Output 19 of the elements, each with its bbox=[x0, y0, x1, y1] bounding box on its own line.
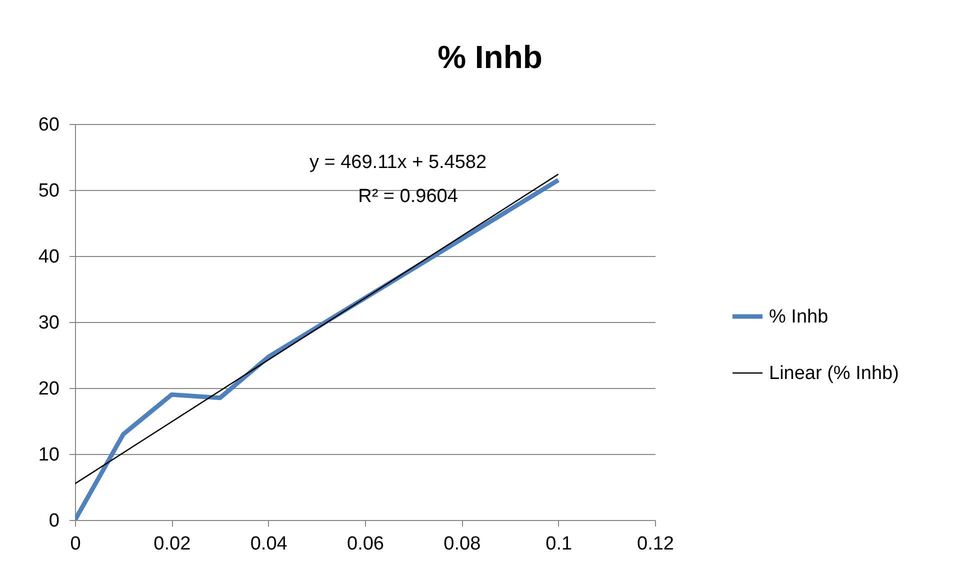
y-tick-label: 10 bbox=[38, 444, 60, 466]
x-tick-label: 0.06 bbox=[347, 534, 384, 554]
y-tick-label: 0 bbox=[48, 510, 60, 532]
annotation: R² = 0.9604 bbox=[358, 186, 458, 207]
chart-title: % Inhb bbox=[438, 39, 542, 75]
x-tick-label: 0.04 bbox=[250, 534, 288, 554]
legend-label: % Inhb bbox=[769, 306, 828, 328]
y-tick-label: 60 bbox=[38, 114, 60, 136]
x-tick-label: 0.02 bbox=[154, 534, 191, 554]
y-tick-label: 40 bbox=[38, 246, 60, 268]
annotation: y = 469.11x + 5.4582 bbox=[309, 152, 487, 173]
x-tick-label: 0 bbox=[70, 534, 81, 554]
x-tick-label: 0.08 bbox=[444, 534, 481, 554]
x-tick-label: 0.12 bbox=[637, 534, 674, 554]
x-tick-label: 0.1 bbox=[546, 534, 572, 554]
y-tick-label: 30 bbox=[38, 312, 60, 334]
y-tick-label: 20 bbox=[38, 378, 60, 400]
y-tick-label: 50 bbox=[38, 180, 60, 202]
legend-label: Linear (% Inhb) bbox=[769, 363, 899, 384]
